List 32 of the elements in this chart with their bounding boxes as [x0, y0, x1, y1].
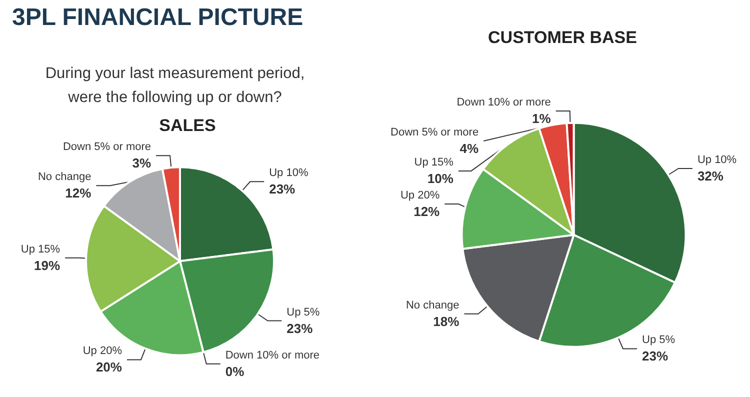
data-label: 23% — [269, 182, 296, 197]
legend-label: Down 10% or more — [225, 349, 320, 362]
data-label: 1% — [532, 110, 552, 126]
text: 3PL FINANCIAL PICTURE — [12, 4, 304, 32]
data-label: 10% — [427, 170, 454, 186]
chart-title: CUSTOMER BASE — [488, 28, 637, 47]
slice-label: Up 5% — [642, 334, 676, 346]
slice-label: Up 5% — [286, 306, 320, 318]
slice-label: Down 5% or more — [390, 126, 479, 138]
data-label: 4% — [460, 140, 480, 156]
data-label: 3% — [132, 156, 152, 171]
slice-label: No change — [406, 299, 460, 312]
data-label: 12% — [414, 204, 440, 220]
data-label: 32% — [697, 168, 724, 184]
slice-label: Down 10% or more — [456, 96, 551, 108]
text: During your last measurement period, were the following up or down? — [44, 64, 306, 108]
chart-title: SALES — [159, 116, 216, 135]
slice-label: Up 20% — [400, 190, 440, 202]
data-label: 23% — [642, 348, 668, 364]
slice-label: Up 15% — [414, 156, 454, 168]
data-label: 23% — [286, 320, 314, 336]
slice-label: Down 5% or more — [62, 141, 152, 154]
slice-label: Up 10% — [697, 154, 737, 166]
text: 0% — [225, 364, 244, 379]
data-label: 12% — [65, 186, 92, 201]
slice-label: No change — [38, 171, 92, 184]
data-label: 18% — [433, 314, 460, 329]
data-label: 19% — [34, 258, 60, 273]
data-label: 20% — [96, 360, 122, 375]
slice-label: Up 15% — [20, 243, 60, 256]
slice-label: Up 10% — [269, 167, 308, 180]
slice-label: Up 20% — [82, 345, 122, 358]
